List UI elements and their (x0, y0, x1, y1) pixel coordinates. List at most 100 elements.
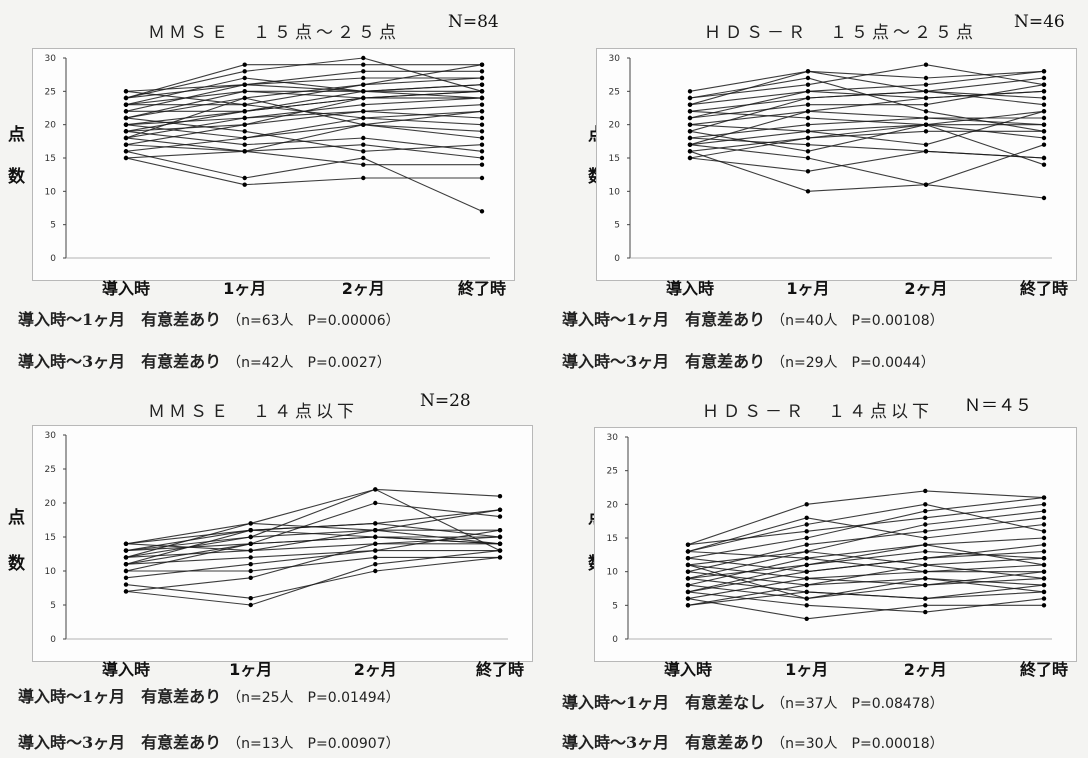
x-category-label: 導入時 (102, 660, 150, 679)
series-line (687, 598, 1044, 620)
y-tick-label: 20 (45, 499, 57, 509)
data-point (497, 507, 503, 512)
x-category-label: 導入時 (102, 279, 150, 298)
data-point (123, 548, 129, 553)
data-point (1041, 135, 1047, 141)
sample-size-label: N=84 (448, 12, 499, 32)
chart-panel-mmse-14-below: ＭＭＳＥ １４点以下 N=28 点 数 0 5 10 15 20 25 30 導入時 1ヶ月 2ヶ… (0, 379, 544, 758)
data-point (479, 109, 485, 114)
line-chart: 0 5 10 15 20 25 30 導入時 1ヶ月 2ヶ月 終了時 (596, 48, 1077, 298)
data-point (923, 115, 929, 121)
data-point (248, 596, 253, 601)
data-point (1041, 69, 1047, 74)
data-point (804, 562, 809, 568)
data-point (361, 102, 366, 107)
data-point (1041, 515, 1047, 520)
x-category-label: 2ヶ月 (904, 279, 947, 298)
data-point (361, 89, 366, 94)
data-point (1041, 562, 1047, 568)
y-axis-label-ten: 点 (8, 508, 25, 528)
x-category-label: 2ヶ月 (354, 660, 397, 679)
data-point (242, 129, 247, 134)
data-point (923, 576, 928, 581)
data-point (685, 562, 691, 568)
sample-size-label: N=28 (420, 391, 471, 411)
series-line (125, 550, 500, 565)
chart-title: ＨＤＳ－Ｒ １４点以下 (702, 402, 933, 422)
y-tick-label: 5 (50, 221, 56, 231)
data-point (242, 135, 247, 141)
significance-note-1m: 導入時～1ヶ月 有意差あり （n=25人 P=0.01494） (18, 687, 400, 706)
data-point (805, 95, 811, 101)
data-point (687, 155, 693, 161)
data-point (123, 102, 129, 107)
data-point (123, 582, 129, 587)
data-point (479, 102, 485, 107)
data-point (361, 135, 366, 141)
y-tick-label: 30 (45, 54, 57, 64)
y-tick-label: 20 (609, 121, 621, 131)
data-point (123, 122, 129, 127)
data-point (242, 109, 247, 114)
data-point (923, 89, 929, 94)
data-point (361, 95, 366, 101)
data-point (479, 175, 485, 181)
chart-title: ＭＭＳＥ １５点～２５点 (148, 23, 400, 43)
data-point (923, 129, 929, 134)
data-point (1041, 502, 1047, 507)
series-line (689, 124, 1044, 159)
data-point (805, 155, 811, 161)
data-point (685, 542, 691, 547)
data-point (1041, 542, 1047, 547)
data-point (805, 122, 811, 127)
x-category-label: 1ヶ月 (223, 279, 266, 298)
data-point (373, 541, 378, 546)
data-point (248, 555, 253, 560)
data-point (923, 508, 928, 514)
data-point (479, 142, 485, 147)
series-line (125, 77, 483, 139)
data-point (1041, 589, 1047, 595)
data-point (687, 109, 693, 114)
data-point (804, 542, 809, 547)
series-line (125, 144, 482, 166)
data-point (373, 528, 378, 533)
data-point (1041, 603, 1047, 608)
data-point (479, 75, 485, 81)
y-tick-label: 25 (45, 87, 56, 97)
data-point (242, 102, 247, 107)
data-point (373, 562, 378, 567)
chart-panel-hdsr-15-25: ＨＤＳ－Ｒ １５点～２５点 N=46 点 数 051015202530導入時1ヶ… (544, 0, 1088, 379)
data-point (1041, 522, 1047, 527)
data-point (687, 142, 693, 147)
data-point (804, 616, 809, 621)
data-point (923, 582, 928, 588)
chart-panel-mmse-15-25: ＭＭＳＥ １５点～２５点 N=84 点 数 0 5 10 15 20 25 30 導入時 1ヶ月… (0, 0, 544, 379)
y-tick-label: 0 (614, 254, 620, 264)
y-axis-label-suu: 数 (8, 554, 25, 574)
data-point (123, 89, 129, 94)
data-point (1041, 102, 1047, 107)
data-point (479, 95, 485, 101)
data-point (497, 534, 503, 540)
series-line (125, 124, 483, 139)
data-point (805, 109, 811, 114)
data-point (1041, 508, 1047, 514)
data-point (242, 69, 247, 74)
data-point (242, 182, 247, 187)
data-point (923, 82, 929, 87)
sample-size-label: Ｎ＝４５ (964, 396, 1032, 416)
data-point (497, 555, 503, 560)
y-tick-label: 30 (607, 433, 619, 443)
data-point (805, 69, 811, 74)
data-point (923, 603, 928, 608)
data-point (123, 541, 129, 546)
series-line (687, 577, 1045, 600)
line-chart: 0 5 10 15 20 25 30 導入時 1ヶ月 2ヶ月 終了時 (32, 48, 515, 298)
data-point (687, 95, 693, 101)
series-line (687, 544, 1045, 593)
data-point (805, 142, 811, 147)
data-point (248, 575, 253, 580)
data-point (361, 122, 366, 127)
data-point (687, 135, 693, 141)
